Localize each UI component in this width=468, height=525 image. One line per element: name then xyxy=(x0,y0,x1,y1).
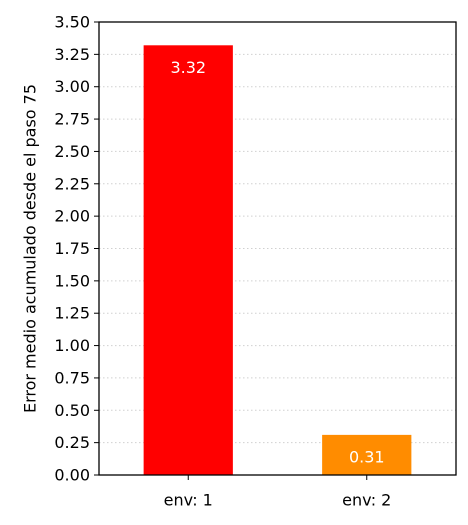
y-tick-label: 3.25 xyxy=(54,45,90,64)
y-tick-label: 2.00 xyxy=(54,207,90,226)
y-tick-label: 0.50 xyxy=(54,401,90,420)
y-tick-label: 1.00 xyxy=(54,336,90,355)
y-tick-label: 2.50 xyxy=(54,142,90,161)
y-axis-ticks: 0.00 0.25 0.50 0.75 1.00 1.25 1.50 1.75 2.00 2.25… xyxy=(54,13,99,485)
y-tick-label: 0.75 xyxy=(54,368,90,387)
bar xyxy=(143,45,233,475)
x-axis-ticks: env: 1 env: 2 xyxy=(164,475,391,510)
bar xyxy=(322,434,412,475)
bar-value-label: 0.31 xyxy=(349,447,385,466)
gridlines xyxy=(99,53,456,444)
x-tick-label: env: 2 xyxy=(342,491,391,510)
y-tick-label: 0.25 xyxy=(54,433,90,452)
plot-frame xyxy=(98,21,457,476)
y-tick-label: 3.50 xyxy=(54,13,90,32)
y-tick-label: 2.25 xyxy=(54,174,90,193)
y-tick-label: 0.00 xyxy=(54,466,90,485)
y-axis-label: Error medio acumulado desde el paso 75 xyxy=(21,84,40,413)
y-tick-label: 3.00 xyxy=(54,77,90,96)
y-tick-label: 2.75 xyxy=(54,110,90,129)
bar-value-label: 3.32 xyxy=(170,58,206,77)
x-tick-label: env: 1 xyxy=(164,491,213,510)
y-tick-label: 1.50 xyxy=(54,271,90,290)
y-tick-label: 1.75 xyxy=(54,239,90,258)
bars: 3.32 0.31 xyxy=(143,45,412,475)
y-tick-label: 1.25 xyxy=(54,304,90,323)
